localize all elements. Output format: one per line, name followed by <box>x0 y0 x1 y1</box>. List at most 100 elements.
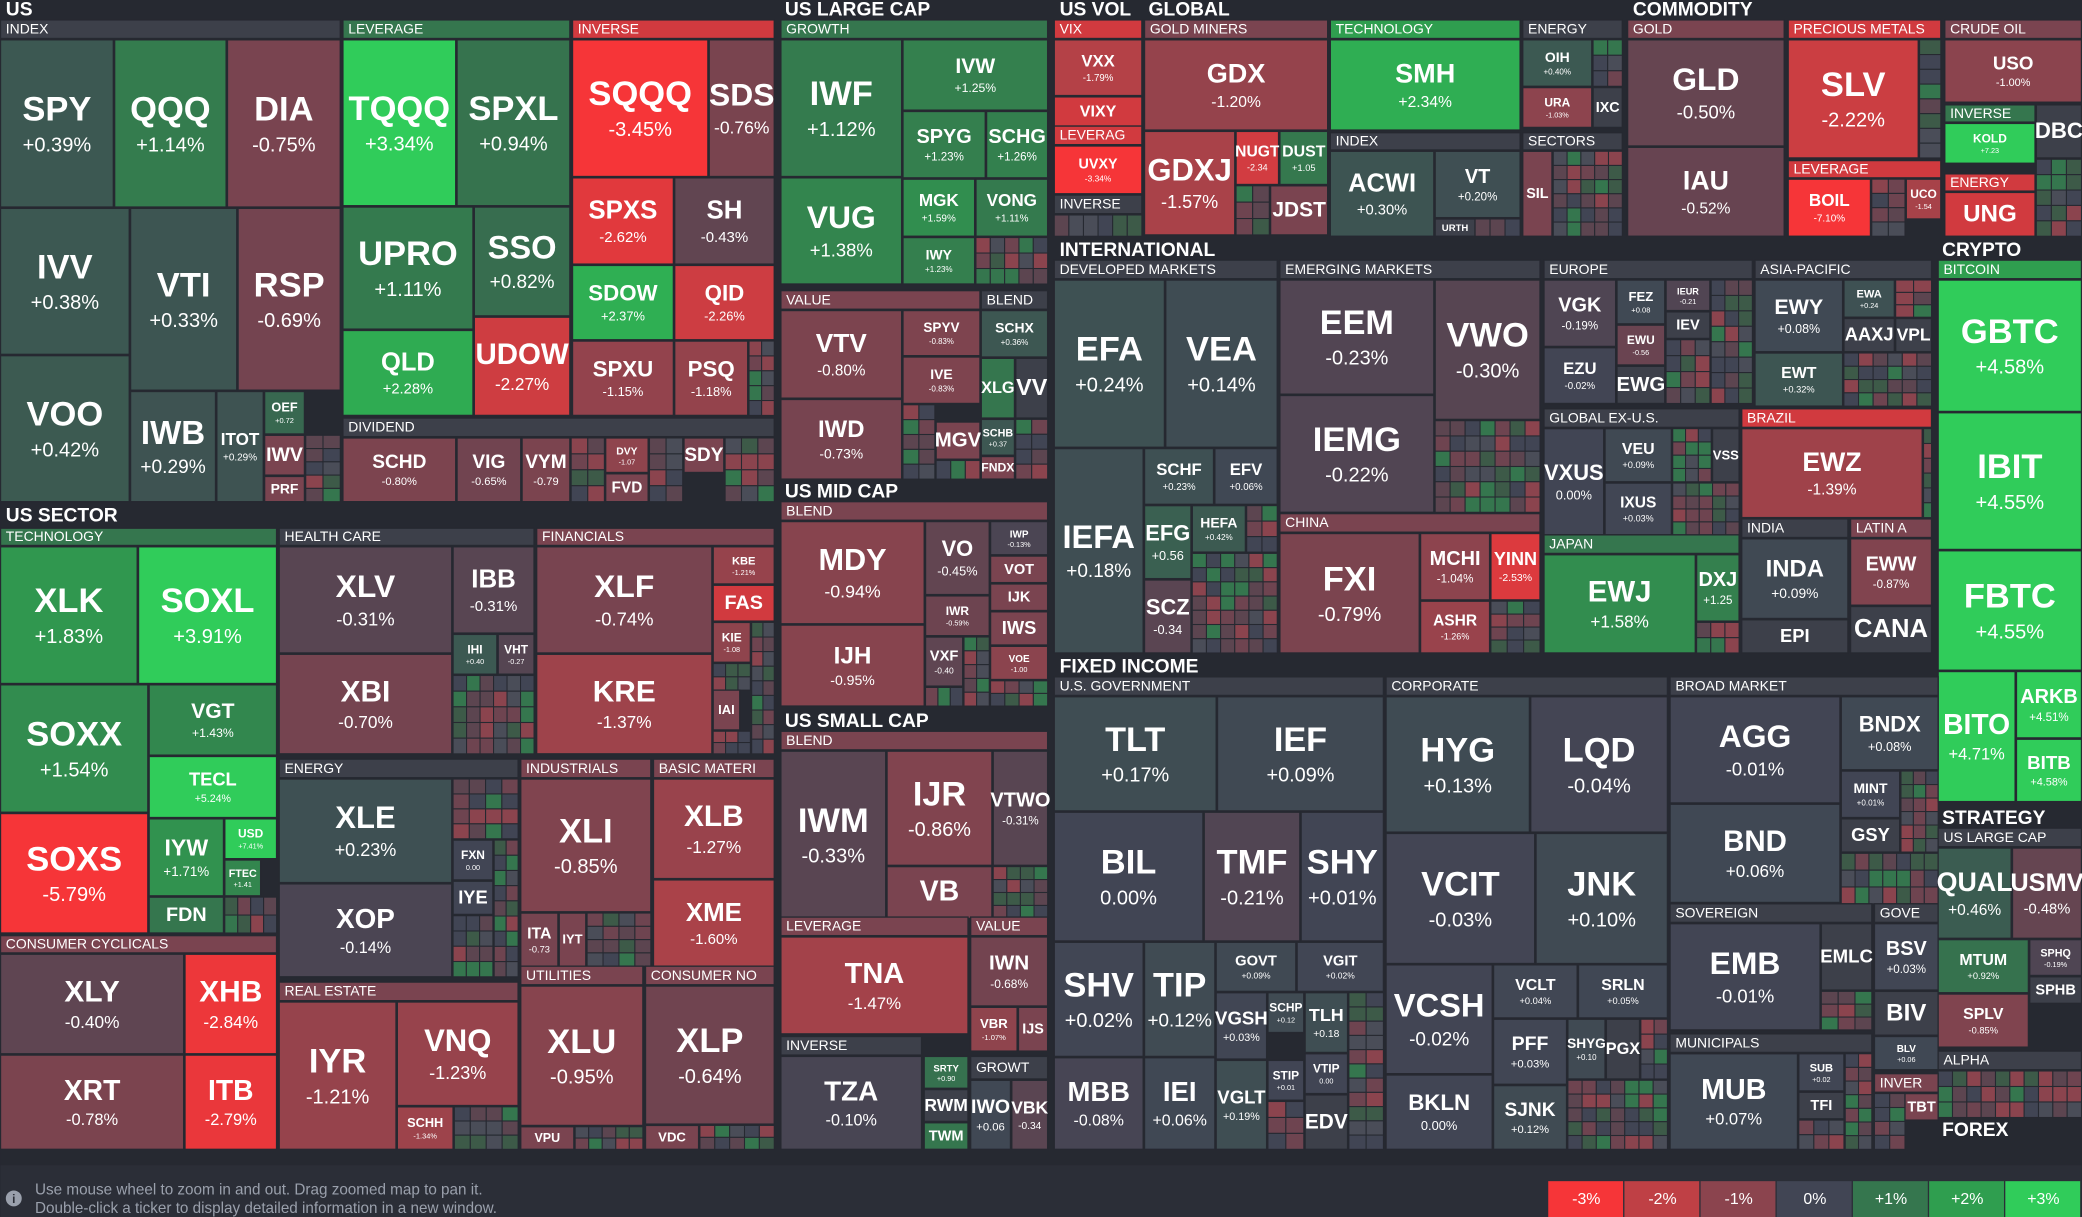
ticker-tile[interactable] <box>989 645 1049 681</box>
ticker-tile[interactable] <box>1053 39 1143 97</box>
ticker-tile[interactable] <box>1191 504 1247 553</box>
ticker-tile[interactable] <box>396 1001 519 1107</box>
ticker-tile[interactable] <box>1053 447 1144 654</box>
ticker-tile[interactable] <box>1937 550 2082 671</box>
ticker-tile[interactable] <box>1490 532 1541 601</box>
ticker-tile[interactable] <box>992 750 1049 866</box>
ticker-tile[interactable] <box>1015 357 1049 419</box>
ticker-tile[interactable] <box>456 39 571 207</box>
ticker-tile[interactable] <box>1669 696 1841 804</box>
ticker-tile[interactable] <box>278 546 453 654</box>
ticker-tile[interactable] <box>1543 347 1617 405</box>
ticker-tile[interactable] <box>0 355 130 503</box>
ticker-tile[interactable] <box>224 818 278 860</box>
ticker-tile[interactable] <box>886 750 993 866</box>
ticker-tile[interactable] <box>1787 39 1919 159</box>
ticker-tile[interactable] <box>1741 428 1923 519</box>
ticker-tile[interactable] <box>129 207 238 391</box>
ticker-tile[interactable] <box>1216 696 1385 812</box>
ticker-tile[interactable] <box>674 177 775 265</box>
ticker-tile[interactable] <box>780 1055 923 1150</box>
ticker-tile[interactable] <box>780 520 925 625</box>
ticker-tile[interactable] <box>452 839 494 881</box>
ticker-tile[interactable] <box>1843 317 1896 353</box>
ticker-tile[interactable] <box>1329 39 1521 131</box>
ticker-tile[interactable] <box>1492 1018 1568 1085</box>
ticker-tile[interactable] <box>1711 428 1740 483</box>
ticker-tile[interactable] <box>605 437 649 474</box>
ticker-tile[interactable] <box>1535 832 1669 965</box>
ticker-tile[interactable] <box>342 39 457 207</box>
ticker-tile[interactable] <box>148 755 278 819</box>
ticker-tile[interactable] <box>674 264 775 341</box>
ticker-tile[interactable] <box>1798 1053 1845 1092</box>
ticker-tile[interactable] <box>1011 1079 1049 1150</box>
ticker-tile[interactable] <box>1279 532 1420 654</box>
ticker-tile[interactable] <box>520 985 644 1127</box>
ticker-tile[interactable] <box>1053 696 1217 812</box>
ticker-tile[interactable] <box>1300 811 1385 942</box>
ticker-tile[interactable] <box>216 390 264 503</box>
ticker-tile[interactable] <box>975 178 1049 237</box>
ticker-tile[interactable] <box>342 437 457 503</box>
ticker-tile[interactable] <box>1143 579 1192 654</box>
ticker-tile[interactable] <box>1434 279 1541 421</box>
ticker-tile[interactable] <box>1434 150 1521 219</box>
ticker-tile[interactable] <box>1616 279 1666 325</box>
ticker-tile[interactable] <box>923 1088 969 1123</box>
ticker-tile[interactable] <box>1754 279 1844 353</box>
ticker-tile[interactable] <box>1741 538 1849 620</box>
ticker-tile[interactable] <box>2015 670 2082 739</box>
ticker-tile[interactable] <box>473 206 571 317</box>
ticker-tile[interactable] <box>1279 279 1435 395</box>
ticker-tile[interactable] <box>1669 1053 1799 1150</box>
ticker-tile[interactable] <box>708 39 775 178</box>
ticker-tile[interactable] <box>263 434 306 476</box>
ticker-tile[interactable] <box>1522 39 1593 87</box>
ticker-tile[interactable] <box>1329 150 1435 237</box>
ticker-tile[interactable] <box>985 110 1049 179</box>
ticker-tile[interactable] <box>980 357 1016 419</box>
ticker-tile[interactable] <box>452 880 494 916</box>
ticker-tile[interactable] <box>148 896 225 934</box>
ticker-tile[interactable] <box>129 390 217 503</box>
ticker-tile[interactable] <box>683 437 725 474</box>
ticker-tile[interactable] <box>1905 178 1942 220</box>
ticker-tile[interactable] <box>113 39 227 208</box>
ticker-tile[interactable] <box>989 611 1049 646</box>
ticker-tile[interactable] <box>1203 811 1301 942</box>
ticker-tile[interactable] <box>520 1126 575 1150</box>
ticker-tile[interactable] <box>473 316 571 417</box>
ticker-tile[interactable] <box>1165 279 1278 448</box>
ticker-tile[interactable] <box>1143 130 1236 236</box>
ticker-tile[interactable] <box>1820 923 1873 991</box>
ticker-tile[interactable] <box>1543 554 1696 654</box>
ticker-tile[interactable] <box>1017 1006 1049 1052</box>
ticker-tile[interactable] <box>923 1055 969 1089</box>
ticker-tile[interactable] <box>456 437 522 503</box>
ticker-tile[interactable] <box>452 633 498 675</box>
ticker-tile[interactable] <box>780 750 887 920</box>
ticker-tile[interactable] <box>0 953 185 1055</box>
ticker-tile[interactable] <box>923 1122 969 1150</box>
ticker-tile[interactable] <box>278 653 453 755</box>
ticker-tile[interactable] <box>989 583 1049 612</box>
ticker-tile[interactable] <box>237 207 341 391</box>
ticker-tile[interactable] <box>1385 832 1536 965</box>
ticker-tile[interactable] <box>278 883 453 978</box>
ticker-tile[interactable] <box>1604 482 1673 536</box>
ticker-tile[interactable] <box>1143 504 1192 580</box>
ticker-tile[interactable] <box>1840 696 1939 771</box>
ticker-tile[interactable] <box>0 812 149 934</box>
ticker-tile[interactable] <box>2029 976 2082 1004</box>
ticker-tile[interactable] <box>148 818 225 897</box>
ticker-tile[interactable] <box>712 689 741 731</box>
ticker-tile[interactable] <box>1592 86 1623 129</box>
ticker-tile[interactable] <box>1143 447 1215 505</box>
ticker-tile[interactable] <box>148 684 278 756</box>
ticker-tile[interactable] <box>1543 279 1617 348</box>
ticker-tile[interactable] <box>571 264 675 341</box>
ticker-tile[interactable] <box>1665 279 1711 312</box>
ticker-tile[interactable] <box>1304 1053 1349 1095</box>
ticker-tile[interactable] <box>1669 923 1821 1031</box>
